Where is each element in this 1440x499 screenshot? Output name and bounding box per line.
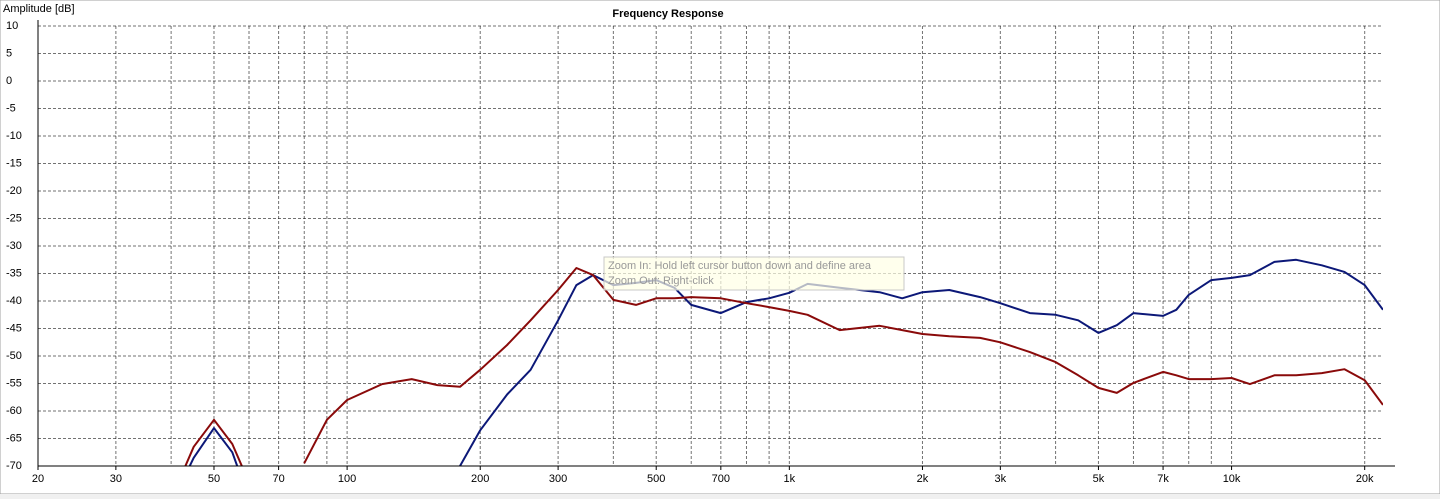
x-tick-label: 100 [338, 473, 356, 485]
y-tick-label: -50 [6, 350, 22, 362]
y-tick-label: -70 [6, 460, 22, 472]
y-axis-label: Amplitude [dB] [3, 3, 75, 15]
y-tick-label: -10 [6, 130, 22, 142]
x-tick-label: 500 [647, 473, 665, 485]
x-tick-label: 10k [1223, 473, 1241, 485]
tooltip: Zoom In: Hold left cursor button down an… [603, 256, 905, 291]
x-tick-label: 50 [208, 473, 220, 485]
x-tick-label: 70 [272, 473, 284, 485]
series-line [184, 267, 1383, 466]
x-tick-label: 200 [471, 473, 489, 485]
x-tick-label: 30 [110, 473, 122, 485]
tooltip-box [603, 256, 905, 291]
x-tick-label: 20k [1356, 473, 1374, 485]
x-tick-label: 2k [917, 473, 929, 485]
y-tick-label: 0 [6, 75, 12, 87]
tooltip-text: Zoom Out: Right-click [608, 275, 714, 287]
y-tick-label: 10 [6, 20, 18, 32]
x-tick-label: 5k [1093, 473, 1105, 485]
y-tick-label: -5 [6, 102, 16, 114]
y-tick-label: -15 [6, 157, 22, 169]
y-tick-label: -25 [6, 212, 22, 224]
x-tick-label: 3k [995, 473, 1007, 485]
x-tick-label: 20 [32, 473, 44, 485]
grid: 1050-5-10-15-20-25-30-35-40-45-50-55-60-… [6, 20, 1383, 485]
y-tick-label: -65 [6, 432, 22, 444]
y-tick-label: 5 [6, 47, 12, 59]
chart-title: Frequency Response [612, 8, 723, 20]
x-tick-label: 1k [784, 473, 796, 485]
y-tick-label: -35 [6, 267, 22, 279]
y-tick-label: -40 [6, 295, 22, 307]
y-tick-label: -55 [6, 377, 22, 389]
y-tick-label: -30 [6, 240, 22, 252]
plot-lines [184, 258, 1383, 466]
x-tick-label: 300 [549, 473, 567, 485]
y-tick-label: -60 [6, 405, 22, 417]
y-tick-label: -20 [6, 185, 22, 197]
y-tick-label: -45 [6, 322, 22, 334]
x-tick-label: 7k [1157, 473, 1169, 485]
x-tick-label: 700 [712, 473, 730, 485]
tooltip-text: Zoom In: Hold left cursor button down an… [608, 260, 872, 272]
